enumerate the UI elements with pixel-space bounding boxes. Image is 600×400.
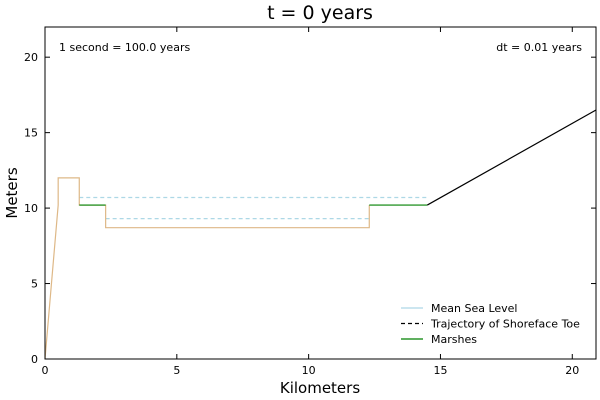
series-layer [44, 109, 597, 360]
time-scale-annotation: 1 second = 100.0 years [59, 41, 190, 54]
y-tick-label: 20 [24, 51, 38, 64]
x-tick-label: 20 [565, 364, 579, 377]
x-tick-label: 15 [433, 364, 447, 377]
legend-label-2: Marshes [431, 333, 477, 346]
y-tick-label: 5 [31, 278, 38, 291]
y-tick-label: 15 [24, 127, 38, 140]
y-axis-label: Meters [3, 167, 21, 218]
y-tick-label: 0 [31, 353, 38, 366]
legend-label-0: Mean Sea Level [431, 302, 518, 315]
x-tick-label: 0 [42, 364, 49, 377]
dt-annotation: dt = 0.01 years [496, 41, 582, 54]
y-ticks: 0 5 10 15 20 [24, 51, 596, 366]
legend: Mean Sea Level Trajectory of Shoreface To… [401, 302, 580, 346]
x-axis-label: Kilometers [280, 379, 360, 397]
x-tick-label: 5 [173, 364, 180, 377]
plot-frame [44, 26, 597, 360]
chart-title: t = 0 years [267, 2, 373, 24]
series-3-line-0 [426, 109, 597, 206]
y-tick-label: 10 [24, 202, 38, 215]
legend-label-1: Trajectory of Shoreface Toe [430, 318, 580, 331]
x-ticks: 0 5 10 15 20 [42, 27, 579, 377]
x-tick-label: 10 [302, 364, 316, 377]
